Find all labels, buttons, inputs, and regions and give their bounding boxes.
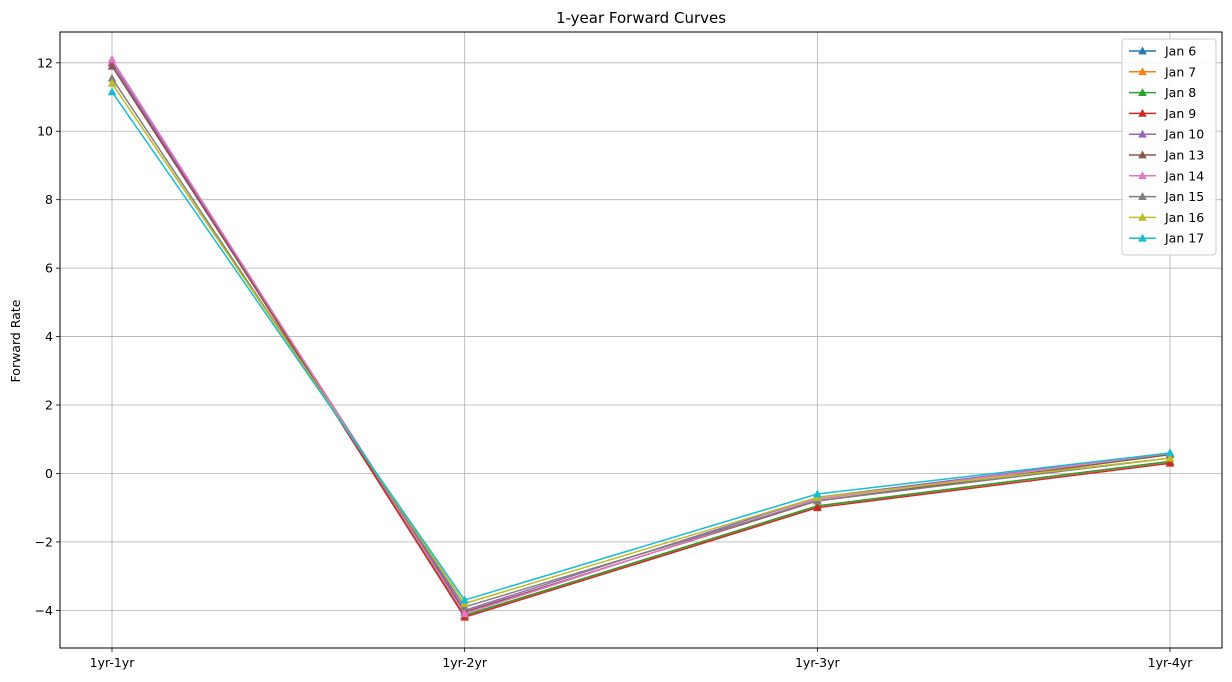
y-tick-label: 2 bbox=[45, 398, 53, 413]
legend-label: Jan 7 bbox=[1164, 64, 1196, 79]
x-tick-label: 1yr-4yr bbox=[1148, 655, 1194, 670]
data-point bbox=[1165, 453, 1175, 462]
legend-label: Jan 17 bbox=[1164, 231, 1204, 246]
chart-title: 1-year Forward Curves bbox=[556, 9, 726, 27]
legend-swatch-marker bbox=[1138, 129, 1147, 138]
y-tick-label: 10 bbox=[37, 124, 53, 139]
legend-label: Jan 13 bbox=[1164, 148, 1204, 163]
legend-item: Jan 9 bbox=[1129, 106, 1196, 121]
y-tick-label: −2 bbox=[35, 534, 53, 549]
series-line bbox=[111, 58, 1171, 615]
y-tick-label: −4 bbox=[35, 603, 53, 618]
series-jan-17 bbox=[107, 87, 1175, 604]
y-tick-label: 8 bbox=[45, 192, 53, 207]
legend-item: Jan 15 bbox=[1129, 189, 1204, 204]
data-point bbox=[107, 73, 117, 82]
series-line bbox=[111, 91, 1171, 601]
legend-swatch-marker bbox=[1138, 233, 1147, 242]
x-tick-label: 1yr-1yr bbox=[90, 655, 136, 670]
data-point bbox=[813, 489, 822, 498]
y-tick-label: 6 bbox=[45, 261, 53, 276]
legend-label: Jan 10 bbox=[1164, 127, 1204, 142]
legend: Jan 6 Jan 7 Jan 8 Jan 9 Jan 10 Jan 13 Jan 14 Ja… bbox=[1121, 38, 1217, 256]
legend-item: Jan 8 bbox=[1129, 85, 1196, 100]
series-line bbox=[111, 82, 1171, 605]
legend-swatch-marker bbox=[1138, 150, 1147, 159]
legend-label: Jan 8 bbox=[1164, 85, 1196, 100]
data-point bbox=[107, 78, 117, 87]
legend-item: Jan 17 bbox=[1129, 231, 1204, 246]
legend-item: Jan 7 bbox=[1129, 64, 1196, 79]
data-point bbox=[107, 61, 117, 70]
x-axis: 1yr-1yr 1yr-2yr 1yr-3yr 1yr-4yr bbox=[90, 648, 1194, 670]
x-tick-label: 1yr-3yr bbox=[795, 655, 841, 670]
legend-swatch-marker bbox=[1138, 108, 1147, 117]
grid bbox=[60, 32, 1222, 648]
data-point bbox=[460, 595, 469, 604]
y-tick-label: 4 bbox=[45, 329, 53, 344]
legend-item: Jan 14 bbox=[1129, 168, 1204, 183]
data-point bbox=[1165, 458, 1175, 467]
legend-label: Jan 6 bbox=[1164, 44, 1196, 59]
legend-swatch-marker bbox=[1138, 212, 1147, 221]
legend-swatch-marker bbox=[1138, 192, 1147, 200]
y-tick-label: 0 bbox=[45, 466, 53, 481]
legend-item: Jan 13 bbox=[1129, 148, 1204, 163]
x-tick-label: 1yr-2yr bbox=[442, 655, 488, 670]
data-point bbox=[1165, 448, 1175, 457]
y-axis: −4 −2 0 2 4 6 8 10 12 bbox=[35, 55, 60, 618]
legend-swatch-marker bbox=[1138, 46, 1147, 55]
plot-frame bbox=[59, 31, 1223, 649]
legend-item: Jan 16 bbox=[1129, 210, 1204, 225]
legend-swatch-marker bbox=[1138, 88, 1147, 96]
legend-label: Jan 16 bbox=[1164, 210, 1204, 225]
data-point bbox=[813, 503, 822, 512]
data-point bbox=[107, 87, 117, 96]
legend-item: Jan 6 bbox=[1129, 44, 1196, 59]
legend-label: Jan 14 bbox=[1164, 168, 1204, 183]
legend-item: Jan 10 bbox=[1129, 127, 1204, 142]
y-tick-label: 12 bbox=[37, 55, 53, 70]
y-axis-label: Forward Rate bbox=[8, 299, 23, 382]
series-layer bbox=[107, 54, 1175, 621]
legend-swatch-marker bbox=[1138, 171, 1147, 180]
data-point bbox=[107, 54, 117, 63]
legend-swatch-marker bbox=[1138, 67, 1147, 76]
data-point bbox=[460, 609, 469, 618]
legend-label: Jan 15 bbox=[1164, 189, 1204, 204]
legend-label: Jan 9 bbox=[1164, 106, 1196, 121]
